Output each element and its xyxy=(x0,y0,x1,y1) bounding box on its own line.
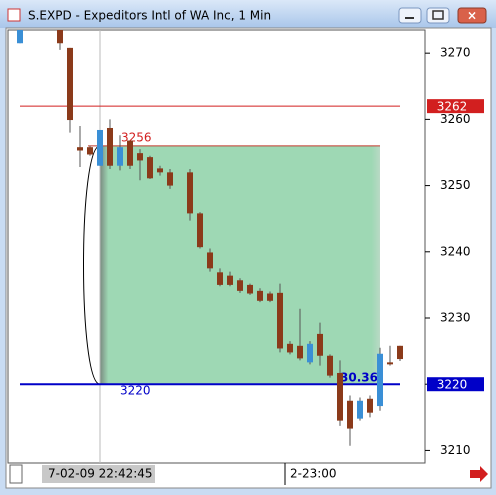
close-icon: × xyxy=(467,9,477,23)
candle-body xyxy=(377,353,383,407)
candle-body xyxy=(117,147,123,166)
candle-body xyxy=(207,252,213,269)
candle-body xyxy=(227,275,233,285)
candle-body xyxy=(317,333,323,356)
scroll-arrow[interactable] xyxy=(470,466,488,482)
candle-body xyxy=(17,30,23,44)
level-tag-label: 3220 xyxy=(437,378,468,392)
y-tick-label: 3240 xyxy=(440,244,471,258)
candle-body xyxy=(357,400,363,419)
zone-value-label: 30.36 xyxy=(340,371,378,385)
x-label: 2-23:00 xyxy=(290,467,337,481)
candle-body xyxy=(337,372,343,421)
candle-body xyxy=(97,129,103,166)
candle-body xyxy=(77,147,83,151)
y-tick-label: 3270 xyxy=(440,46,471,60)
window-title: S.EXPD - Expeditors Intl of WA Inc, 1 Mi… xyxy=(28,9,271,23)
zone-bracket xyxy=(83,145,101,385)
candle-body xyxy=(397,345,403,360)
zone xyxy=(100,145,380,385)
overlay: 3210 3220 3230 3240 3250 3260 3270 3262 3220 7-02… xyxy=(48,46,484,485)
y-tick-label: 3260 xyxy=(440,112,471,126)
window-buttons[interactable]: × xyxy=(398,7,487,24)
candle-body xyxy=(187,172,193,214)
candle-body xyxy=(157,168,163,173)
candle-body xyxy=(307,343,313,363)
candle-body xyxy=(67,47,73,121)
candle-body xyxy=(387,362,393,365)
candle-body xyxy=(257,290,263,301)
candle-body xyxy=(327,355,333,376)
level-tag-label: 3262 xyxy=(437,100,468,114)
x-label: 7-02-09 22:42:45 xyxy=(48,467,153,481)
candle-body xyxy=(137,153,143,161)
close-button[interactable] xyxy=(457,7,487,24)
candle-body xyxy=(217,272,223,285)
candle-body xyxy=(167,172,173,186)
y-tick-label: 3250 xyxy=(440,178,471,192)
candle-body xyxy=(267,293,273,301)
zone-bottom-label: 3220 xyxy=(120,384,151,398)
candle-body xyxy=(287,343,293,353)
candle-body xyxy=(237,280,243,291)
candle-body xyxy=(107,127,113,166)
candle-body xyxy=(87,147,93,155)
candle-body xyxy=(277,292,283,349)
y-tick-label: 3230 xyxy=(440,311,471,325)
level-tag xyxy=(427,99,484,114)
minimize-button[interactable] xyxy=(398,7,422,24)
scroll-box[interactable] xyxy=(9,464,23,484)
candle-body xyxy=(367,398,373,413)
candle-body xyxy=(247,284,253,294)
maximize-icon xyxy=(432,10,444,20)
candle-body xyxy=(147,157,153,179)
y-tick-label: 3210 xyxy=(440,443,471,457)
plot: 3256 3220 30.36 xyxy=(17,30,403,463)
candle-body xyxy=(197,213,203,248)
candle-body xyxy=(347,400,353,429)
candle-body xyxy=(57,30,63,44)
candle-body xyxy=(297,345,303,359)
candle-body xyxy=(127,140,133,166)
app-icon xyxy=(7,8,21,22)
zone-top-label: 3256 xyxy=(121,130,152,144)
level-tag xyxy=(427,377,484,392)
time-cursor-box xyxy=(42,465,155,483)
